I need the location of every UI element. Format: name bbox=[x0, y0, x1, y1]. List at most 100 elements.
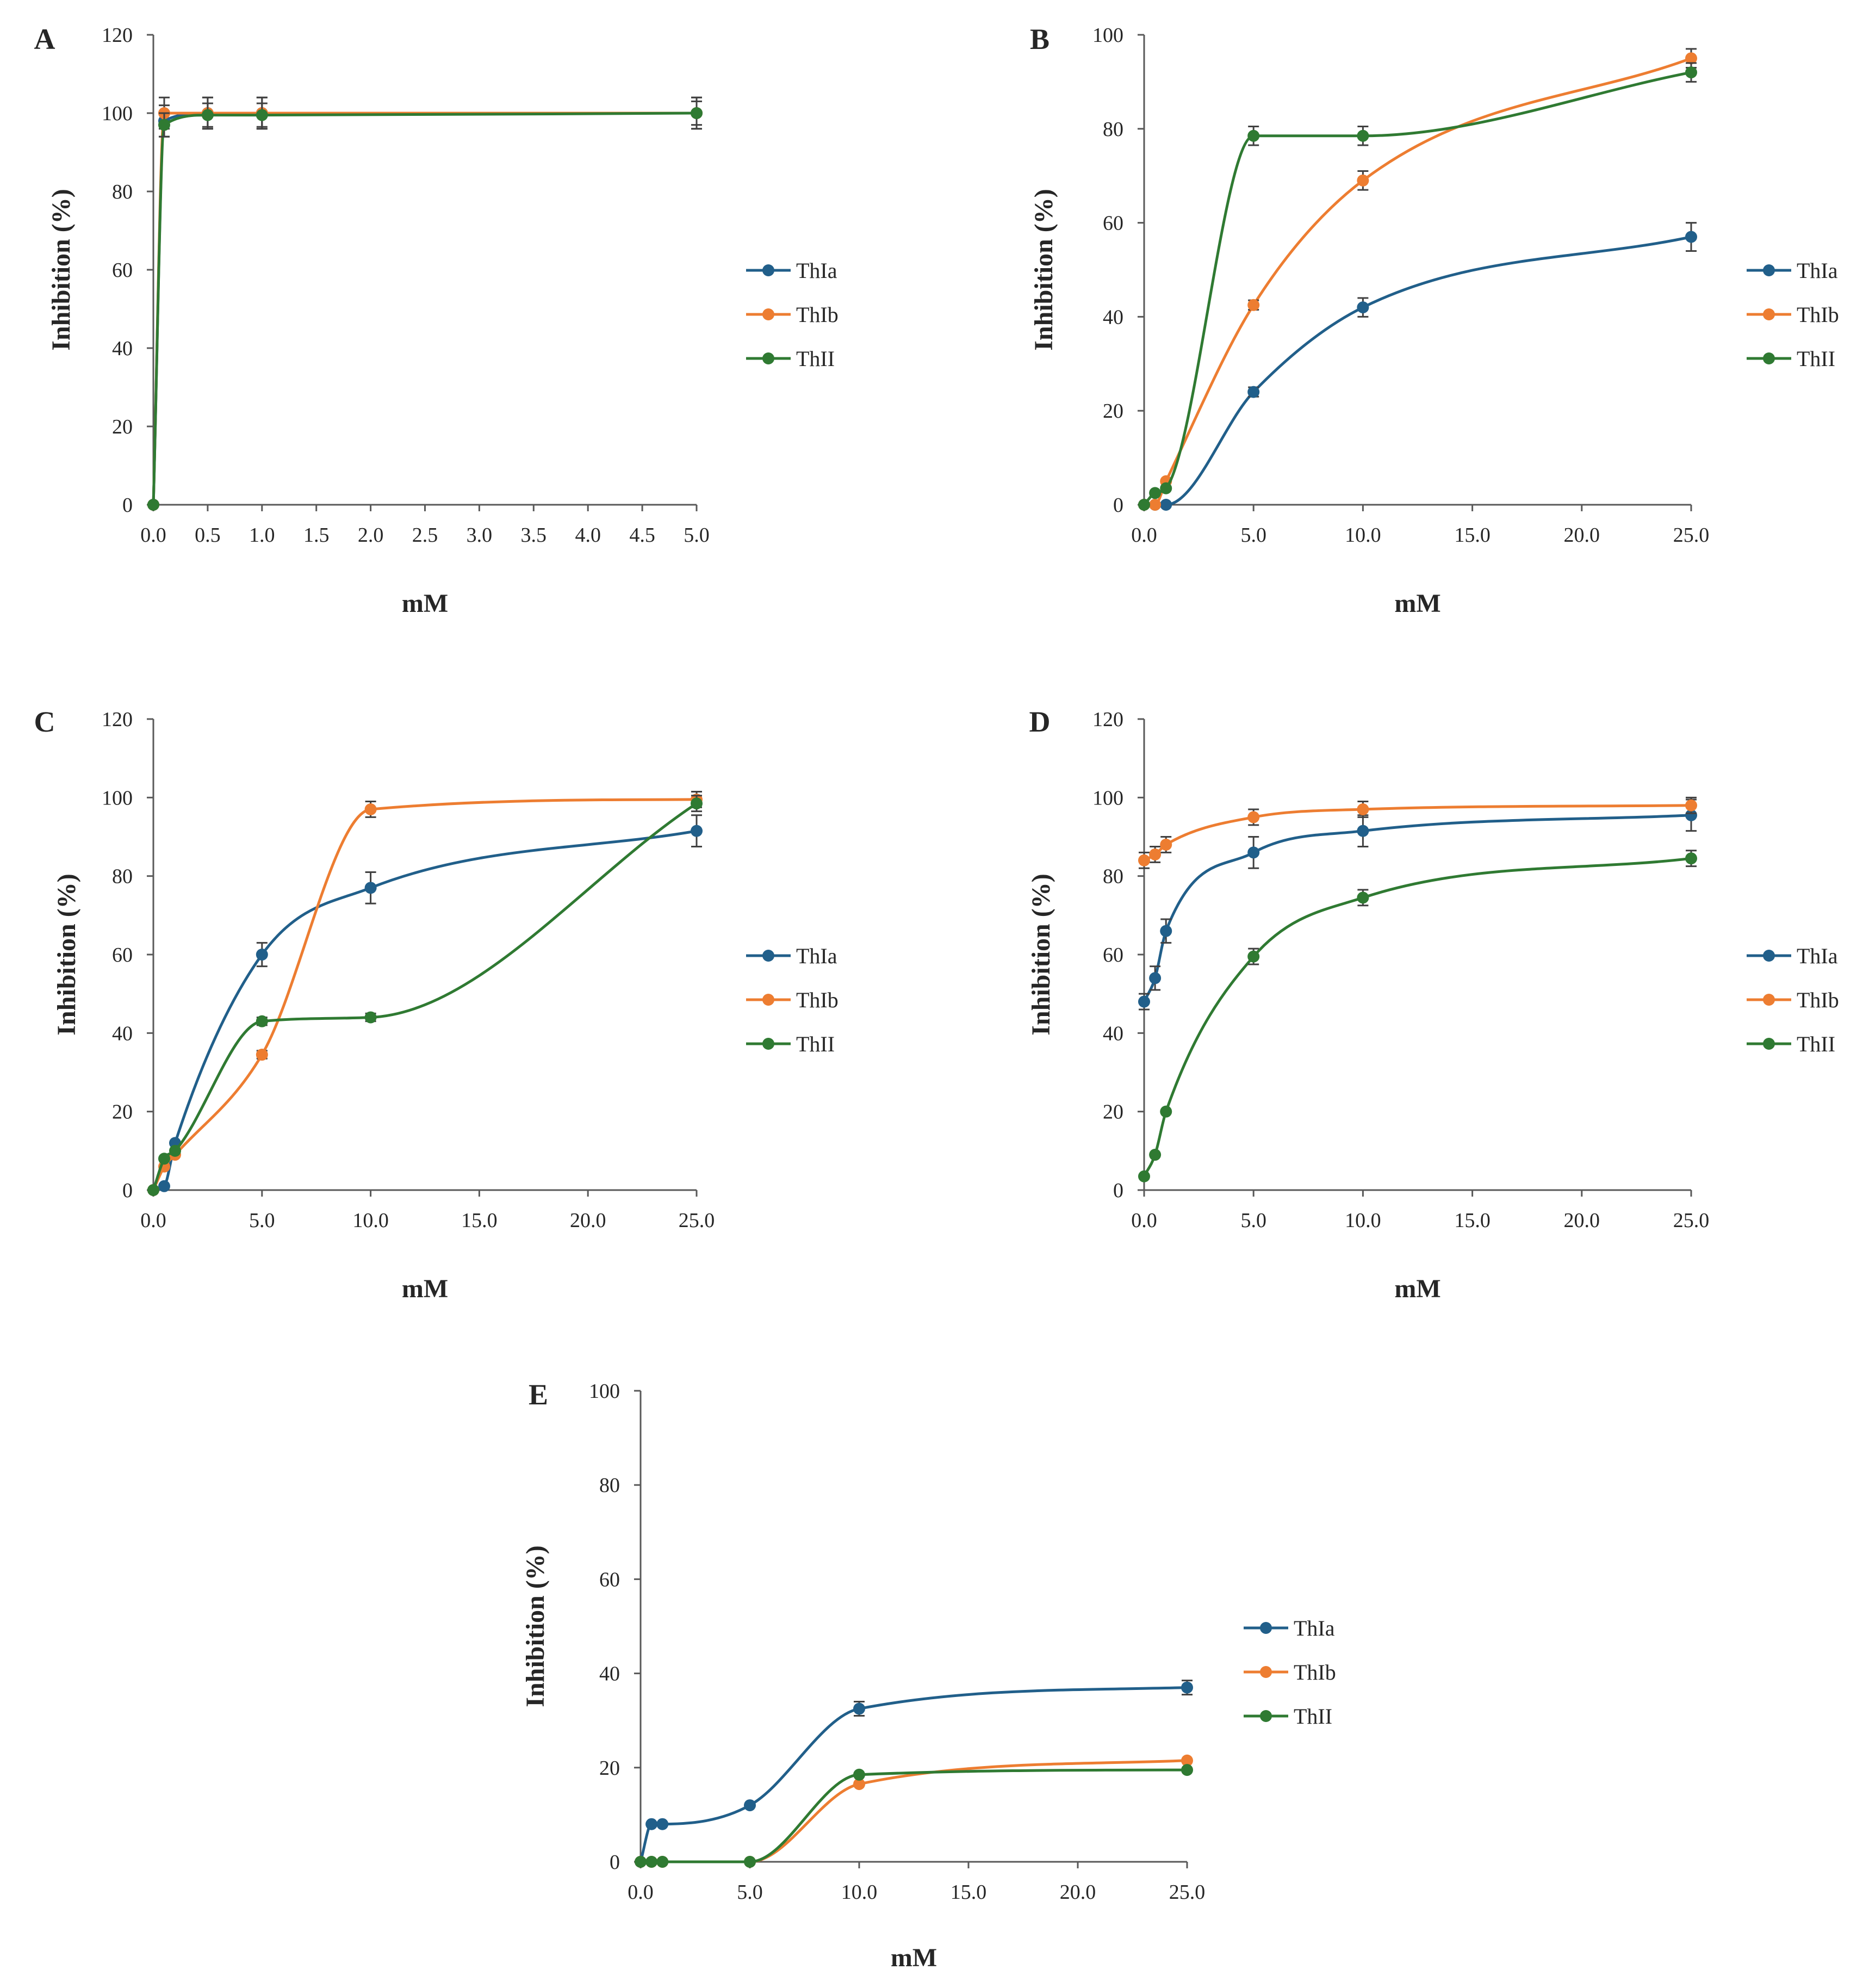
chart-panel-d: D 0 20 40 60 80 100 120 0.0 5.0 10.0 15.0 20.0 25.0 mM… bbox=[1027, 705, 1839, 1303]
data-point bbox=[691, 107, 703, 119]
series-line bbox=[152, 798, 697, 1191]
x-tick-label: 15.0 bbox=[951, 1881, 987, 1904]
data-point bbox=[1247, 299, 1260, 311]
series-thii bbox=[635, 1764, 1193, 1868]
y-tick-label: 60 bbox=[599, 1568, 620, 1591]
y-axis-title: Inhibition (%) bbox=[52, 874, 81, 1035]
data-point bbox=[158, 1153, 170, 1165]
legend-marker bbox=[1260, 1622, 1272, 1634]
y-tick-label: 40 bbox=[112, 1022, 133, 1045]
data-point bbox=[1247, 950, 1260, 963]
y-tick-label: 60 bbox=[1103, 212, 1123, 235]
data-point bbox=[1181, 1764, 1193, 1776]
y-tick-label: 100 bbox=[1092, 786, 1123, 809]
data-point bbox=[1181, 1754, 1193, 1767]
data-point bbox=[1247, 386, 1260, 398]
data-point bbox=[364, 1011, 377, 1024]
data-point bbox=[1357, 825, 1369, 837]
legend-label: ThIb bbox=[796, 988, 839, 1012]
x-tick-label: 2.0 bbox=[358, 524, 384, 547]
y-tick-label: 40 bbox=[1103, 1022, 1123, 1045]
data-point bbox=[1357, 803, 1369, 815]
x-axis-title: mM bbox=[1394, 1274, 1440, 1303]
data-point bbox=[364, 803, 377, 815]
x-tick-label: 10.0 bbox=[1345, 1209, 1381, 1232]
x-tick-label: 10.0 bbox=[352, 1209, 389, 1232]
data-point bbox=[656, 1818, 669, 1830]
series-thia bbox=[1138, 798, 1697, 1011]
y-tick-label: 40 bbox=[1103, 306, 1123, 329]
legend-marker bbox=[1763, 352, 1775, 364]
legend-marker bbox=[1763, 1038, 1775, 1050]
x-tick-label: 15.0 bbox=[461, 1209, 498, 1232]
data-point bbox=[1138, 995, 1150, 1008]
chart-panel-e: E 0 20 40 60 80 100 0.0 5.0 10.0 15.0 20.0 25.0 mM Inh… bbox=[521, 1378, 1336, 1972]
y-tick-label: 120 bbox=[1092, 708, 1123, 731]
series-thii bbox=[147, 795, 703, 1196]
x-tick-label: 15.0 bbox=[1454, 524, 1491, 547]
data-point bbox=[656, 1856, 669, 1868]
series-thib bbox=[1138, 796, 1697, 869]
y-tick-label: 20 bbox=[112, 416, 133, 438]
data-point bbox=[1160, 499, 1172, 511]
x-tick-label: 2.5 bbox=[412, 524, 438, 547]
data-point bbox=[256, 109, 268, 121]
x-tick-label: 5.0 bbox=[737, 1881, 763, 1904]
data-point bbox=[1685, 852, 1697, 865]
legend: ThIa ThIb ThII bbox=[1747, 944, 1839, 1056]
data-point bbox=[201, 109, 214, 121]
legend-marker bbox=[762, 994, 774, 1006]
x-tick-label: 20.0 bbox=[570, 1209, 606, 1232]
x-tick-label: 5.0 bbox=[1240, 524, 1266, 547]
panel-label: B bbox=[1030, 23, 1050, 55]
series-line bbox=[1143, 804, 1692, 862]
legend-label: ThIa bbox=[1797, 944, 1838, 968]
data-point bbox=[635, 1856, 647, 1868]
x-tick-label: 20.0 bbox=[1060, 1881, 1096, 1904]
legend-label: ThII bbox=[1797, 1032, 1835, 1056]
data-point bbox=[1181, 1681, 1193, 1694]
data-point bbox=[853, 1768, 865, 1781]
data-point bbox=[853, 1702, 865, 1715]
y-tick-label: 80 bbox=[599, 1474, 620, 1497]
legend-label: ThII bbox=[1797, 346, 1835, 371]
legend-marker bbox=[1763, 264, 1775, 276]
y-tick-label: 20 bbox=[1103, 400, 1123, 423]
y-tick-label: 100 bbox=[1092, 24, 1123, 47]
data-point bbox=[1138, 854, 1150, 866]
legend-marker bbox=[762, 950, 774, 962]
series-line bbox=[152, 112, 697, 505]
x-tick-label: 4.5 bbox=[629, 524, 655, 547]
legend-label: ThII bbox=[796, 1032, 835, 1056]
data-point bbox=[1160, 482, 1172, 494]
data-point bbox=[147, 1184, 159, 1196]
data-point bbox=[1160, 1105, 1172, 1118]
data-point bbox=[691, 797, 703, 810]
x-tick-label: 20.0 bbox=[1564, 1209, 1600, 1232]
x-tick-label: 5.0 bbox=[249, 1209, 275, 1232]
x-tick-label: 15.0 bbox=[1454, 1209, 1491, 1232]
legend-label: ThIb bbox=[1797, 988, 1839, 1012]
panel-label: E bbox=[529, 1378, 548, 1411]
data-point bbox=[147, 499, 159, 511]
x-tick-label: 10.0 bbox=[841, 1881, 878, 1904]
data-point bbox=[256, 1015, 268, 1027]
x-axis-title: mM bbox=[402, 589, 448, 618]
x-tick-label: 3.5 bbox=[521, 524, 547, 547]
x-tick-label: 5.0 bbox=[1240, 1209, 1266, 1232]
series-line bbox=[1142, 814, 1692, 1002]
x-tick-label: 1.5 bbox=[303, 524, 330, 547]
x-tick-label: 1.0 bbox=[249, 524, 275, 547]
data-point bbox=[1357, 129, 1369, 142]
series-line bbox=[1143, 71, 1692, 506]
data-point bbox=[364, 882, 377, 894]
legend-marker bbox=[762, 1038, 774, 1050]
legend-marker bbox=[1763, 994, 1775, 1006]
x-tick-label: 0.0 bbox=[628, 1881, 654, 1904]
legend: ThIa ThIb ThII bbox=[746, 944, 839, 1056]
y-tick-label: 80 bbox=[112, 865, 133, 888]
legend-marker bbox=[762, 264, 774, 276]
data-point bbox=[853, 1778, 865, 1791]
series-line bbox=[152, 802, 698, 1191]
